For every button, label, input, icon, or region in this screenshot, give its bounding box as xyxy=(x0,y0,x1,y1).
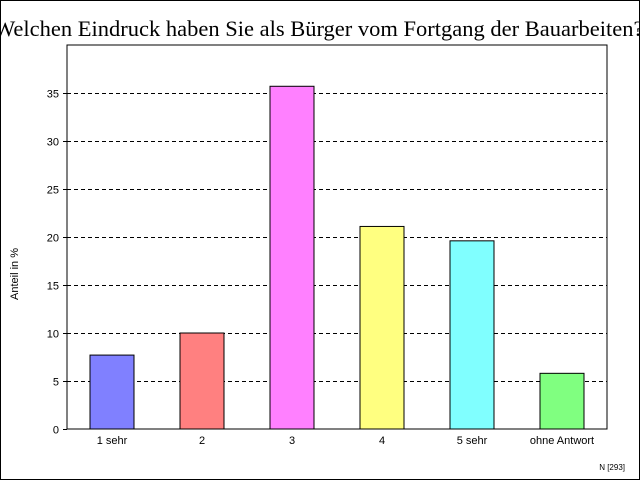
x-tick-label: 4 xyxy=(379,435,385,447)
bar xyxy=(449,240,495,430)
y-tick-label: 35 xyxy=(47,89,59,101)
y-tick-label: 25 xyxy=(47,185,59,197)
y-tick-label: 30 xyxy=(47,137,59,149)
x-tick-label: 2 xyxy=(199,435,205,447)
bar xyxy=(269,85,315,430)
chart-title-text: Welchen Eindruck haben Sie als Bürger vo… xyxy=(1,16,640,41)
y-tick-label: 0 xyxy=(53,425,59,437)
bar xyxy=(179,332,225,430)
x-tick-label: ohne Antwort xyxy=(530,435,594,447)
x-tick-label: 5 sehr xyxy=(457,435,488,447)
x-tick-label: 1 sehr xyxy=(97,435,128,447)
x-tick-label: 3 xyxy=(289,435,295,447)
bar xyxy=(539,372,585,430)
y-tick-label: 10 xyxy=(47,329,59,341)
chart-title: Welchen Eindruck haben Sie als Bürger vo… xyxy=(1,11,640,47)
sample-size-note: N [293] xyxy=(599,463,625,472)
y-tick-label: 20 xyxy=(47,233,59,245)
y-tick-label: 5 xyxy=(53,377,59,389)
y-tick-label: 15 xyxy=(47,281,59,293)
bar xyxy=(89,354,135,430)
bar xyxy=(359,225,405,430)
